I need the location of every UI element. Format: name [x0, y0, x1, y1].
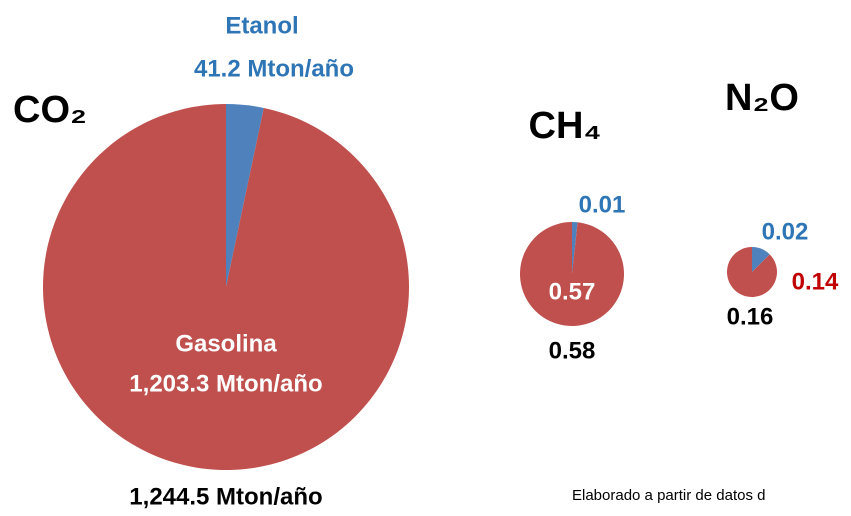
category-label: Gasolina — [175, 330, 277, 357]
pie-slice — [752, 247, 770, 272]
value-label: 1,203.3 Mton/año — [129, 370, 322, 397]
value-label: 0.02 — [762, 218, 809, 245]
value-label: 0.57 — [549, 278, 596, 305]
value-label: 0.14 — [792, 268, 839, 295]
pie-slice — [519, 222, 624, 327]
category-label: Etanol — [225, 12, 298, 39]
value-label: 41.2 Mton/año — [194, 55, 354, 82]
pie-title: CH₄ — [529, 105, 602, 147]
note: Elaborado a partir de datos d — [572, 487, 765, 504]
pie-slice — [572, 222, 578, 274]
pie-slice — [226, 104, 264, 287]
pie-slice — [42, 104, 409, 470]
pie-slice — [726, 247, 777, 297]
total-label: 1,244.5 Mton/año — [129, 483, 322, 510]
total-label: 0.16 — [727, 303, 774, 330]
pie-title: CO₂ — [13, 89, 87, 131]
value-label: 0.01 — [579, 191, 626, 218]
total-label: 0.58 — [549, 337, 596, 364]
pie-title: N₂O — [725, 77, 799, 119]
